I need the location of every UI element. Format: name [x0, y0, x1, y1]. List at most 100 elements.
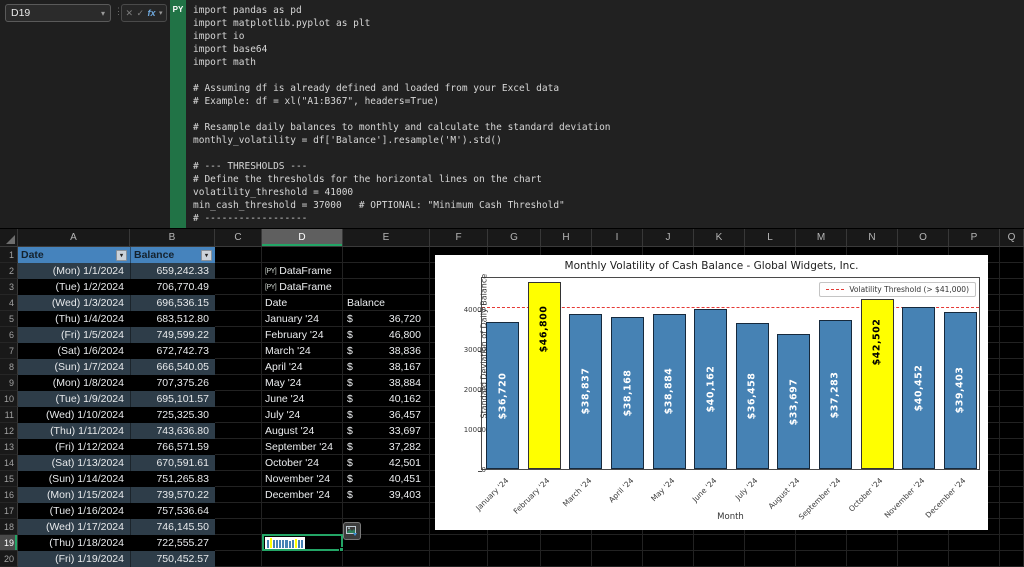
row-header-7[interactable]: 7 [0, 343, 18, 359]
date-cell[interactable]: (Tue) 1/2/2024 [55, 281, 125, 293]
volatility-value-cell[interactable]: $38,884 [343, 375, 430, 391]
row-header-3[interactable]: 3 [0, 279, 18, 295]
row-header-10[interactable]: 10 [0, 391, 18, 407]
balance-cell[interactable]: 706,770.49 [130, 279, 215, 295]
column-header-p[interactable]: P [949, 229, 1000, 246]
row-header-13[interactable]: 13 [0, 439, 18, 455]
volatility-value-cell[interactable]: $33,697 [343, 423, 430, 439]
month-cell[interactable]: July '24 [262, 407, 343, 423]
volatility-value-cell[interactable]: $38,167 [343, 359, 430, 375]
balance-cell[interactable]: 746,145.50 [130, 519, 215, 535]
row-header-14[interactable]: 14 [0, 455, 18, 471]
column-header-b[interactable]: B [130, 229, 215, 246]
chevron-down-icon[interactable]: ▾ [158, 10, 163, 17]
balance-cell[interactable]: 696,536.15 [130, 295, 215, 311]
month-cell[interactable]: December '24 [262, 487, 343, 503]
volatility-value-cell[interactable]: $40,451 [343, 471, 430, 487]
date-cell[interactable]: (Thu) 1/4/2024 [55, 313, 124, 325]
date-cell[interactable]: (Sat) 1/13/2024 [51, 457, 124, 469]
volatility-value-cell[interactable]: $42,501 [343, 455, 430, 471]
column-header-a[interactable]: A [18, 229, 130, 246]
column-header-d[interactable]: D [262, 229, 343, 246]
balance-cell[interactable]: 743,636.80 [130, 423, 215, 439]
balance-cell[interactable]: 666,540.05 [130, 359, 215, 375]
insert-function-icon[interactable]: fx [147, 8, 156, 18]
date-cell[interactable]: (Sun) 1/7/2024 [54, 361, 124, 373]
date-cell[interactable]: (Fri) 1/12/2024 [55, 441, 124, 453]
date-cell[interactable]: (Tue) 1/9/2024 [55, 393, 125, 405]
row-header-19[interactable]: 19 [0, 535, 18, 551]
balance-cell[interactable]: 670,591.61 [130, 455, 215, 471]
month-cell[interactable]: April '24 [262, 359, 343, 375]
balance-cell[interactable]: 707,375.26 [130, 375, 215, 391]
monthly-header-balance[interactable]: Balance [343, 295, 430, 311]
monthly-header-date[interactable]: Date [262, 295, 343, 311]
balance-cell[interactable]: 749,599.22 [130, 327, 215, 343]
balance-cell[interactable]: 683,512.80 [130, 311, 215, 327]
volatility-value-cell[interactable]: $46,800 [343, 327, 430, 343]
row-header-20[interactable]: 20 [0, 551, 18, 567]
volatility-value-cell[interactable]: $38,836 [343, 343, 430, 359]
balance-cell[interactable]: 695,101.57 [130, 391, 215, 407]
date-cell[interactable]: (Wed) 1/10/2024 [45, 409, 124, 421]
date-cell[interactable]: (Wed) 1/17/2024 [45, 521, 124, 533]
date-cell[interactable]: (Tue) 1/16/2024 [49, 505, 124, 517]
date-cell[interactable]: (Mon) 1/8/2024 [52, 377, 124, 389]
month-cell[interactable]: October '24 [262, 455, 343, 471]
balance-cell[interactable]: 750,452.57 [130, 551, 215, 567]
volatility-value-cell[interactable]: $36,457 [343, 407, 430, 423]
column-header-h[interactable]: H [541, 229, 592, 246]
embedded-chart[interactable]: Monthly Volatility of Cash Balance - Glo… [435, 255, 988, 530]
row-header-17[interactable]: 17 [0, 503, 18, 519]
row-header-18[interactable]: 18 [0, 519, 18, 535]
month-cell[interactable]: June '24 [262, 391, 343, 407]
selected-cell-d19[interactable] [262, 534, 344, 552]
column-header-k[interactable]: K [694, 229, 745, 246]
select-all-corner[interactable] [0, 229, 18, 246]
column-header-n[interactable]: N [847, 229, 898, 246]
enter-icon[interactable]: ✓ [136, 7, 145, 18]
row-header-6[interactable]: 6 [0, 327, 18, 343]
column-header-f[interactable]: F [430, 229, 488, 246]
row-header-2[interactable]: 2 [0, 263, 18, 279]
row-header-8[interactable]: 8 [0, 359, 18, 375]
volatility-value-cell[interactable]: $39,403 [343, 487, 430, 503]
fill-handle[interactable] [339, 547, 344, 552]
column-header-i[interactable]: I [592, 229, 643, 246]
row-header-16[interactable]: 16 [0, 487, 18, 503]
row-header-5[interactable]: 5 [0, 311, 18, 327]
balance-cell[interactable]: 751,265.83 [130, 471, 215, 487]
filter-dropdown-icon[interactable]: ▾ [201, 249, 212, 261]
column-header-l[interactable]: L [745, 229, 796, 246]
volatility-value-cell[interactable]: $36,720 [343, 311, 430, 327]
balance-cell[interactable]: 659,242.33 [130, 263, 215, 279]
row-header-11[interactable]: 11 [0, 407, 18, 423]
filter-dropdown-icon[interactable]: ▾ [116, 249, 127, 261]
date-cell[interactable]: (Wed) 1/3/2024 [51, 297, 124, 309]
volatility-value-cell[interactable]: $37,282 [343, 439, 430, 455]
balance-cell[interactable]: 739,570.22 [130, 487, 215, 503]
cancel-icon[interactable]: ✕ [125, 7, 134, 18]
balance-cell[interactable]: 725,325.30 [130, 407, 215, 423]
date-cell[interactable]: (Mon) 1/15/2024 [46, 489, 124, 501]
formula-bar-code-editor[interactable]: import pandas as pd import matplotlib.py… [186, 0, 1024, 228]
date-cell[interactable]: (Thu) 1/11/2024 [50, 425, 124, 437]
dataframe-cell[interactable]: [PY] DataFrame [262, 279, 343, 295]
date-cell[interactable]: (Sat) 1/6/2024 [57, 345, 124, 357]
row-header-1[interactable]: 1 [0, 247, 18, 263]
month-cell[interactable]: August '24 [262, 423, 343, 439]
date-cell[interactable]: (Thu) 1/18/2024 [49, 537, 124, 549]
row-header-9[interactable]: 9 [0, 375, 18, 391]
month-cell[interactable]: February '24 [262, 327, 343, 343]
month-cell[interactable]: September '24 [262, 439, 343, 455]
row-header-4[interactable]: 4 [0, 295, 18, 311]
column-header-o[interactable]: O [898, 229, 949, 246]
date-cell[interactable]: (Fri) 1/5/2024 [60, 329, 124, 341]
plot-over-cells-icon[interactable] [343, 522, 361, 540]
month-cell[interactable]: January '24 [262, 311, 343, 327]
column-header-m[interactable]: M [796, 229, 847, 246]
date-cell[interactable]: (Fri) 1/19/2024 [55, 553, 124, 565]
cell-name-box[interactable]: D19 ▾ [5, 4, 111, 22]
month-cell[interactable]: November '24 [262, 471, 343, 487]
column-header-j[interactable]: J [643, 229, 694, 246]
